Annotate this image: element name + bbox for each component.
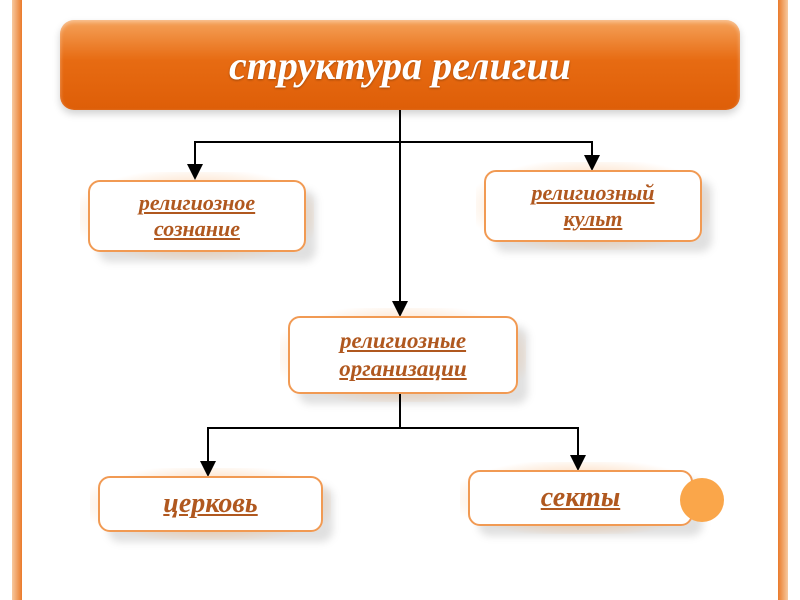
node-consciousness: религиозное сознание <box>88 180 306 252</box>
title-text: структура религии <box>229 42 571 89</box>
frame-right <box>778 0 788 600</box>
node-label: секты <box>529 475 633 521</box>
node-label: религиозное сознание <box>127 184 267 249</box>
node-label: церковь <box>151 481 269 527</box>
frame-left <box>12 0 22 600</box>
decorative-circle <box>680 478 724 522</box>
node-church: церковь <box>98 476 323 532</box>
node-organizations: религиозные организации <box>288 316 518 394</box>
diagram-canvas: структура религии религиозное сознание р… <box>30 0 770 600</box>
node-label: религиозные организации <box>327 321 478 388</box>
title-box: структура религии <box>60 20 740 110</box>
node-label: религиозный культ <box>519 174 666 239</box>
node-sects: секты <box>468 470 693 526</box>
node-cult: религиозный культ <box>484 170 702 242</box>
